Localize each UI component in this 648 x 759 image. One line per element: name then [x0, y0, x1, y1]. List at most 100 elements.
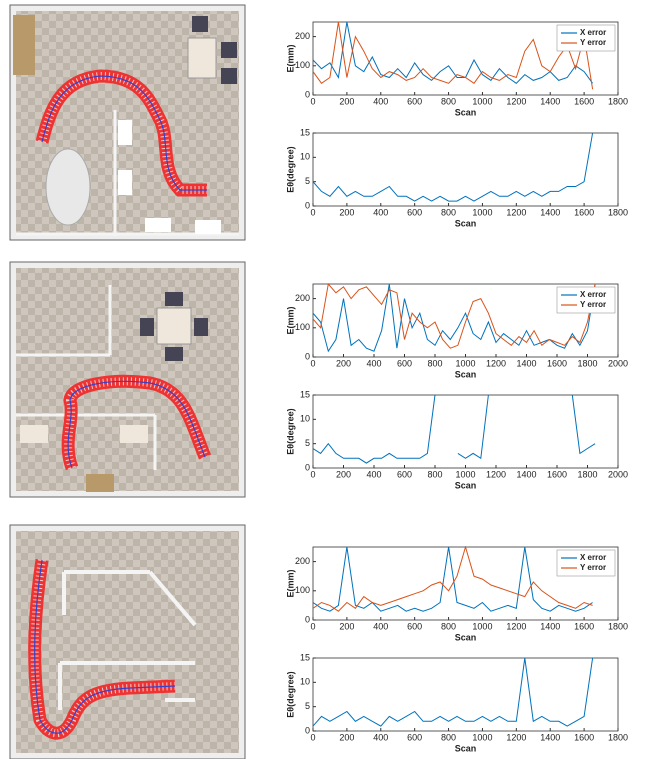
x-tick-label: 1600	[547, 358, 567, 368]
x-tick-label: 1600	[574, 96, 594, 106]
y-tick-label: 100	[295, 585, 310, 595]
x-tick-label: 600	[407, 621, 422, 631]
y-axis-label: E(mm)	[285, 569, 295, 597]
y-tick-label: 200	[295, 293, 310, 303]
x-tick-label: 2000	[608, 469, 628, 479]
x-tick-label: 1200	[486, 358, 506, 368]
y-axis-label: Eθ(degree)	[285, 408, 295, 454]
x-tick-label: 2000	[608, 358, 628, 368]
x-tick-label: 600	[397, 469, 412, 479]
y-tick-label: 15	[300, 652, 310, 662]
x-tick-label: 200	[339, 732, 354, 742]
x-tick-label: 800	[441, 732, 456, 742]
x-tick-label: 1000	[455, 358, 475, 368]
x-tick-label: 1000	[472, 96, 492, 106]
map-2	[10, 262, 245, 497]
x-tick-label: 200	[339, 96, 354, 106]
x-tick-label: 600	[407, 732, 422, 742]
legend-label: X error	[580, 290, 606, 299]
figure: 0200400600800100012001400160018000100200…	[0, 0, 648, 759]
y-axis-label: Eθ(degree)	[285, 146, 295, 192]
legend-label: Y error	[580, 38, 606, 47]
x-tick-label: 1400	[540, 621, 560, 631]
y-tick-label: 0	[305, 725, 310, 735]
x-tick-label: 1000	[472, 621, 492, 631]
plot-area	[313, 133, 618, 206]
x-tick-label: 600	[397, 358, 412, 368]
x-tick-label: 1600	[574, 207, 594, 217]
x-tick-label: 1000	[472, 732, 492, 742]
y-tick-label: 100	[295, 60, 310, 70]
x-tick-label: 200	[339, 621, 354, 631]
x-tick-label: 1200	[506, 732, 526, 742]
x-tick-label: 800	[427, 469, 442, 479]
legend-label: X error	[580, 553, 606, 562]
y-tick-label: 0	[305, 89, 310, 99]
x-tick-label: 1400	[516, 358, 536, 368]
x-tick-label: 0	[310, 732, 315, 742]
x-tick-label: 1200	[506, 207, 526, 217]
x-tick-label: 1400	[540, 207, 560, 217]
x-tick-label: 400	[373, 621, 388, 631]
x-tick-label: 200	[336, 469, 351, 479]
x-tick-label: 1800	[608, 621, 628, 631]
x-tick-label: 400	[366, 469, 381, 479]
map-1	[10, 5, 245, 240]
x-tick-label: 1400	[540, 96, 560, 106]
y-axis-label: E(mm)	[285, 306, 295, 334]
y-tick-label: 0	[305, 200, 310, 210]
x-tick-label: 600	[407, 96, 422, 106]
x-tick-label: 1800	[608, 207, 628, 217]
x-tick-label: 1000	[472, 207, 492, 217]
y-tick-label: 10	[300, 152, 310, 162]
map-3	[10, 525, 245, 759]
y-tick-label: 200	[295, 556, 310, 566]
x-axis-label: Scan	[455, 107, 477, 117]
y-tick-label: 15	[300, 127, 310, 137]
y-tick-label: 15	[300, 389, 310, 399]
x-axis-label: Scan	[455, 480, 477, 490]
x-tick-label: 1800	[577, 469, 597, 479]
plot-area	[313, 658, 618, 731]
x-tick-label: 400	[373, 732, 388, 742]
x-tick-label: 0	[310, 621, 315, 631]
x-tick-label: 0	[310, 358, 315, 368]
x-tick-label: 0	[310, 469, 315, 479]
x-axis-label: Scan	[455, 743, 477, 753]
x-axis-label: Scan	[455, 369, 477, 379]
x-tick-label: 1400	[516, 469, 536, 479]
x-tick-label: 1800	[608, 96, 628, 106]
x-tick-label: 800	[441, 96, 456, 106]
y-tick-label: 0	[305, 351, 310, 361]
x-tick-label: 400	[366, 358, 381, 368]
x-tick-label: 0	[310, 96, 315, 106]
x-tick-label: 0	[310, 207, 315, 217]
x-tick-label: 800	[427, 358, 442, 368]
y-tick-label: 0	[305, 614, 310, 624]
x-tick-label: 600	[407, 207, 422, 217]
x-tick-label: 200	[339, 207, 354, 217]
y-tick-label: 0	[305, 462, 310, 472]
y-tick-label: 200	[295, 31, 310, 41]
legend-label: Y error	[580, 563, 606, 572]
x-tick-label: 1200	[486, 469, 506, 479]
x-tick-label: 1800	[577, 358, 597, 368]
x-tick-label: 1600	[547, 469, 567, 479]
x-tick-label: 400	[373, 96, 388, 106]
x-tick-label: 1000	[455, 469, 475, 479]
x-tick-label: 200	[336, 358, 351, 368]
x-tick-label: 1200	[506, 96, 526, 106]
x-tick-label: 800	[441, 207, 456, 217]
x-tick-label: 800	[441, 621, 456, 631]
x-tick-label: 1200	[506, 621, 526, 631]
x-axis-label: Scan	[455, 218, 477, 228]
y-tick-label: 100	[295, 322, 310, 332]
x-tick-label: 1800	[608, 732, 628, 742]
y-axis-label: E(mm)	[285, 44, 295, 72]
x-tick-label: 400	[373, 207, 388, 217]
legend-label: Y error	[580, 300, 606, 309]
y-tick-label: 5	[305, 701, 310, 711]
x-tick-label: 1600	[574, 621, 594, 631]
y-tick-label: 5	[305, 438, 310, 448]
y-tick-label: 10	[300, 677, 310, 687]
